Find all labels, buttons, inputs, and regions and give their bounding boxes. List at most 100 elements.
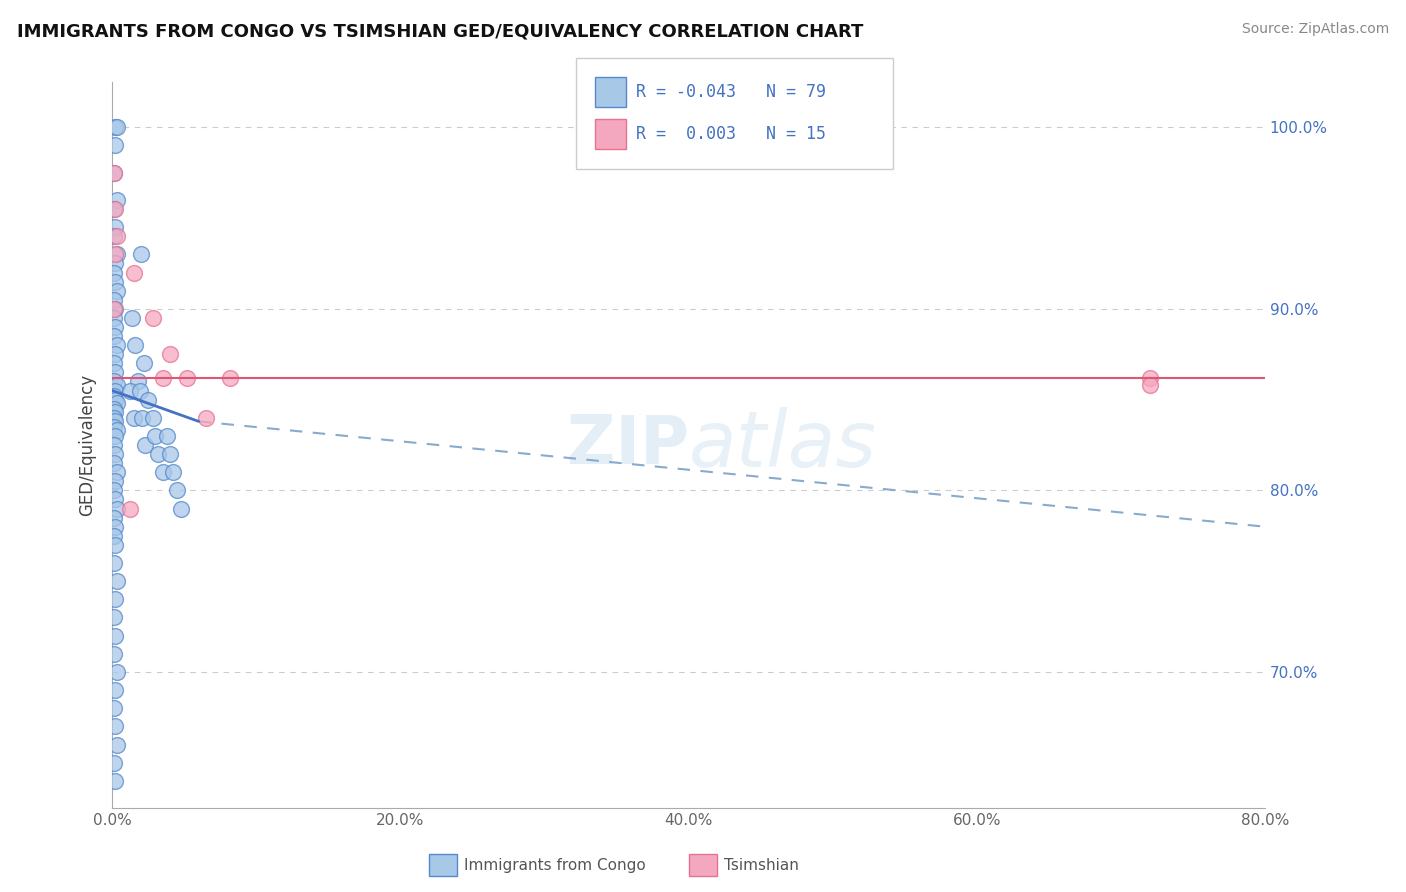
Point — [105, 247, 128, 261]
Point — [105, 665, 128, 679]
Point — [103, 375, 125, 389]
Text: atlas: atlas — [689, 407, 876, 483]
Point — [103, 329, 125, 343]
Point — [104, 538, 127, 552]
Point — [104, 629, 127, 643]
Point — [104, 405, 127, 419]
Point — [105, 229, 128, 244]
Point — [105, 378, 128, 392]
Point — [129, 247, 152, 261]
Point — [105, 501, 128, 516]
Point — [105, 574, 128, 589]
Point — [103, 756, 125, 770]
Point — [1139, 371, 1161, 385]
Point — [118, 384, 141, 398]
Point — [104, 347, 127, 361]
Point — [219, 371, 242, 385]
Text: Tsimshian: Tsimshian — [724, 858, 799, 872]
Point — [104, 320, 127, 334]
Point — [103, 389, 125, 403]
Point — [104, 220, 127, 235]
Point — [103, 701, 125, 715]
Point — [148, 447, 170, 461]
Point — [132, 356, 155, 370]
Point — [104, 365, 127, 379]
Point — [104, 719, 127, 733]
Point — [194, 410, 217, 425]
Point — [142, 310, 165, 325]
Point — [122, 266, 145, 280]
Point — [104, 247, 127, 261]
Point — [159, 347, 181, 361]
Point — [152, 465, 174, 479]
Text: R =  0.003   N = 15: R = 0.003 N = 15 — [636, 125, 825, 143]
Point — [103, 410, 125, 425]
Point — [122, 410, 145, 425]
Point — [105, 120, 128, 135]
Point — [103, 166, 125, 180]
Point — [105, 396, 128, 410]
Point — [105, 284, 128, 298]
Text: IMMIGRANTS FROM CONGO VS TSIMSHIAN GED/EQUIVALENCY CORRELATION CHART: IMMIGRANTS FROM CONGO VS TSIMSHIAN GED/E… — [17, 22, 863, 40]
Point — [103, 356, 125, 370]
Point — [103, 301, 125, 316]
Point — [103, 266, 125, 280]
Point — [103, 556, 125, 570]
Point — [104, 202, 127, 216]
Point — [156, 429, 179, 443]
Point — [142, 410, 165, 425]
Point — [104, 384, 127, 398]
Point — [104, 519, 127, 533]
Text: Immigrants from Congo: Immigrants from Congo — [464, 858, 645, 872]
Point — [105, 424, 128, 438]
Point — [166, 483, 188, 498]
Point — [103, 293, 125, 307]
Point — [105, 465, 128, 479]
Point — [104, 429, 127, 443]
Point — [170, 501, 193, 516]
Text: ZIP: ZIP — [567, 412, 689, 478]
Point — [118, 501, 141, 516]
Point — [145, 429, 167, 443]
Text: R = -0.043   N = 79: R = -0.043 N = 79 — [636, 83, 825, 101]
Point — [103, 420, 125, 434]
Point — [103, 529, 125, 543]
Text: Source: ZipAtlas.com: Source: ZipAtlas.com — [1241, 22, 1389, 37]
Point — [104, 120, 127, 135]
Point — [128, 384, 150, 398]
Point — [131, 410, 153, 425]
Point — [124, 338, 146, 352]
Point — [103, 401, 125, 416]
Point — [176, 371, 198, 385]
Point — [103, 229, 125, 244]
Point — [103, 438, 125, 452]
Point — [103, 456, 125, 470]
Point — [104, 492, 127, 507]
Point — [104, 592, 127, 607]
Point — [136, 392, 159, 407]
Point — [103, 510, 125, 524]
Point — [104, 301, 127, 316]
Point — [104, 138, 127, 153]
Point — [104, 256, 127, 270]
Point — [104, 275, 127, 289]
Point — [127, 375, 149, 389]
Point — [105, 738, 128, 752]
Point — [105, 338, 128, 352]
Point — [152, 371, 174, 385]
Point — [104, 392, 127, 407]
Point — [103, 310, 125, 325]
Point — [103, 166, 125, 180]
Point — [103, 202, 125, 216]
Point — [104, 773, 127, 788]
Point — [103, 647, 125, 661]
Y-axis label: GED/Equivalency: GED/Equivalency — [79, 374, 96, 516]
Point — [162, 465, 184, 479]
Point — [134, 438, 156, 452]
Point — [159, 447, 181, 461]
Point — [103, 483, 125, 498]
Point — [104, 683, 127, 698]
Point — [103, 610, 125, 624]
Point — [105, 193, 128, 207]
Point — [1139, 378, 1161, 392]
